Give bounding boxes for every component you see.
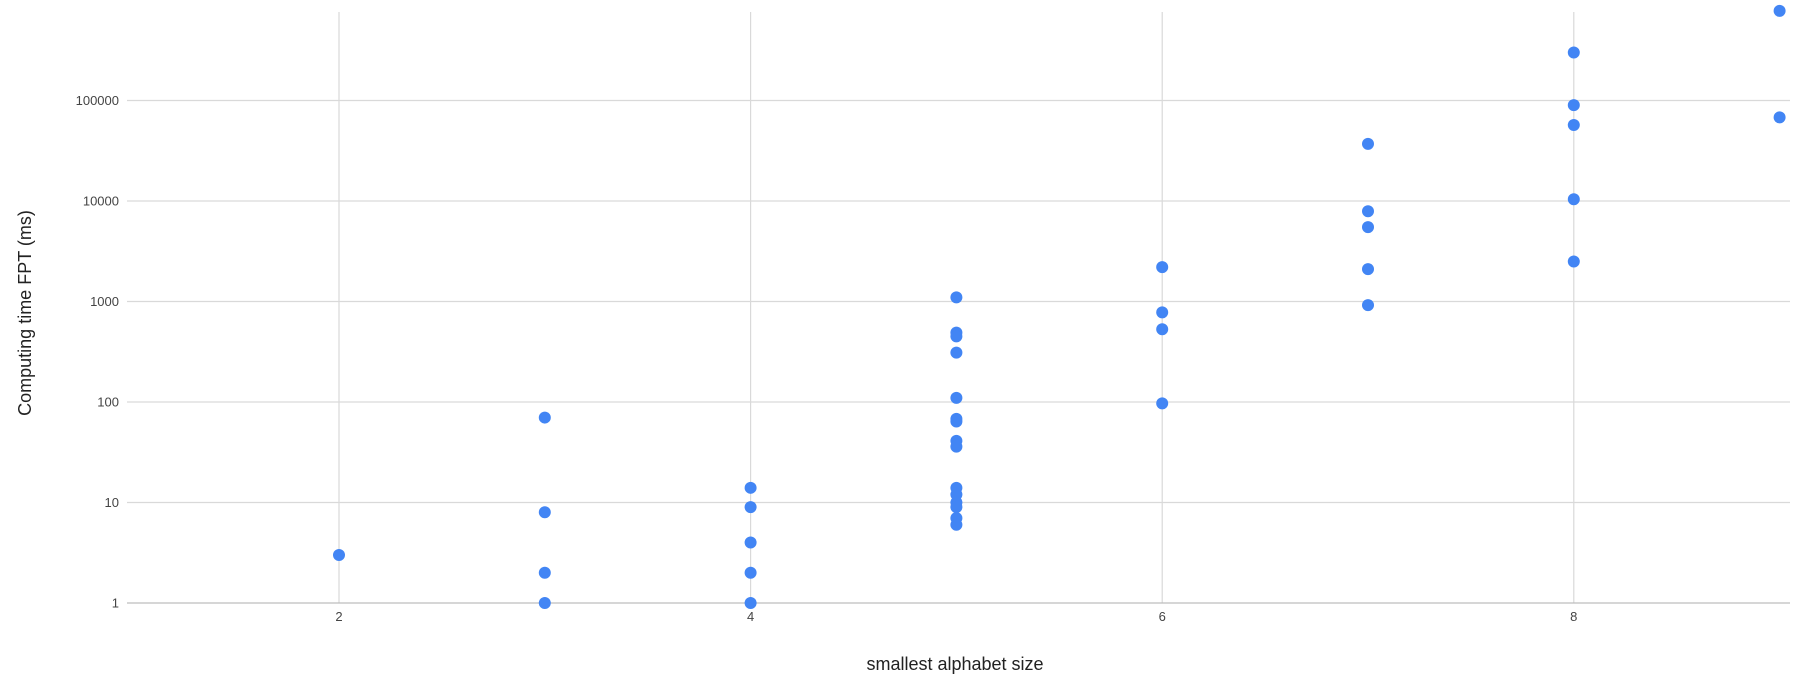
y-tick-label: 100000 <box>76 93 119 108</box>
data-point[interactable] <box>1156 323 1169 336</box>
data-point[interactable] <box>1156 397 1169 410</box>
data-point[interactable] <box>950 415 963 428</box>
data-point[interactable] <box>950 346 963 359</box>
data-point[interactable] <box>1773 111 1786 124</box>
y-tick-label: 100 <box>97 395 119 410</box>
x-tick-label: 8 <box>1570 609 1577 624</box>
data-point[interactable] <box>1362 221 1374 234</box>
data-point[interactable] <box>950 330 963 343</box>
data-point[interactable] <box>1362 137 1374 150</box>
data-point[interactable] <box>1156 306 1169 319</box>
x-tick-label: 6 <box>1159 609 1166 624</box>
data-point[interactable] <box>950 440 963 453</box>
y-axis-title: Computing time FPT (ms) <box>15 210 35 416</box>
x-axis-title: smallest alphabet size <box>866 654 1043 674</box>
data-point[interactable] <box>950 518 963 531</box>
data-point[interactable] <box>1362 299 1374 312</box>
data-point[interactable] <box>1156 261 1169 274</box>
data-point[interactable] <box>538 597 551 609</box>
data-point[interactable] <box>1567 46 1580 59</box>
data-point[interactable] <box>1567 193 1580 206</box>
data-point[interactable] <box>1567 119 1580 132</box>
data-point[interactable] <box>744 597 757 609</box>
data-point[interactable] <box>1773 4 1786 17</box>
data-point[interactable] <box>744 566 757 579</box>
x-axis-ticks: 2 4 6 8 <box>335 609 1577 624</box>
data-point[interactable] <box>538 506 551 519</box>
data-point[interactable] <box>950 291 963 304</box>
data-point[interactable] <box>744 501 757 514</box>
y-tick-label: 10 <box>105 495 119 510</box>
x-tick-label: 4 <box>747 609 754 624</box>
data-point[interactable] <box>333 549 345 562</box>
data-point[interactable] <box>744 481 757 494</box>
data-point[interactable] <box>1362 205 1374 218</box>
data-point[interactable] <box>538 566 551 579</box>
data-point[interactable] <box>1567 99 1580 112</box>
data-point[interactable] <box>950 391 963 404</box>
data-point[interactable] <box>950 501 963 514</box>
data-point[interactable] <box>1567 255 1580 268</box>
y-tick-label: 10000 <box>83 194 119 209</box>
y-tick-label: 1000 <box>90 294 119 309</box>
y-axis-ticks: 1 10 100 1000 10000 100000 <box>76 93 119 611</box>
data-point[interactable] <box>538 411 551 424</box>
data-point[interactable] <box>744 536 757 549</box>
data-point[interactable] <box>1362 263 1374 276</box>
x-tick-label: 2 <box>335 609 342 624</box>
y-tick-label: 1 <box>112 596 119 611</box>
data-points <box>333 4 1786 609</box>
